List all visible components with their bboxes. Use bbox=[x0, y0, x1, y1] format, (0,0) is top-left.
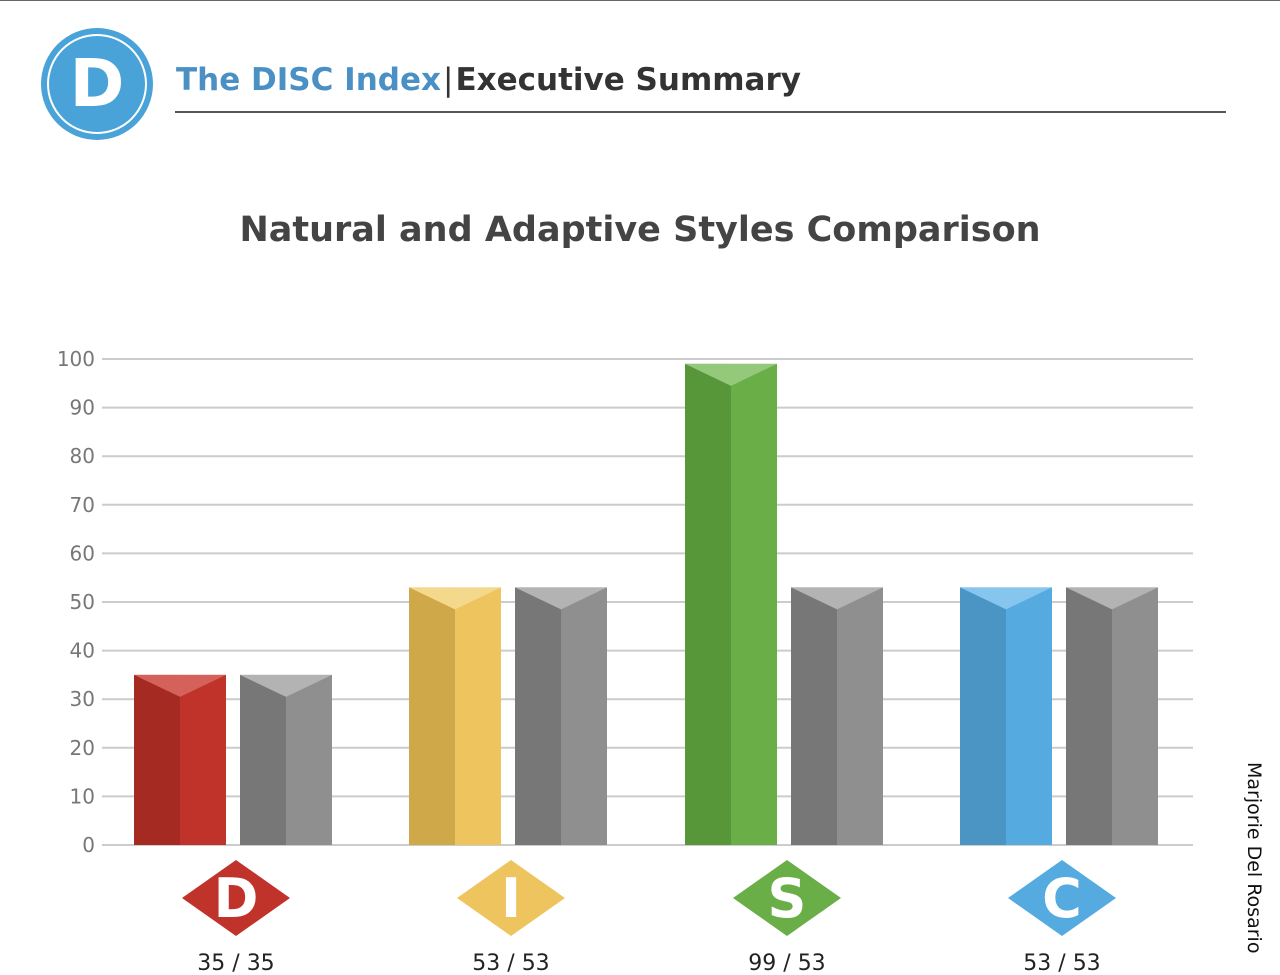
category-letter-S: S bbox=[768, 867, 807, 930]
value-label-S: 99 / 53 bbox=[748, 951, 825, 975]
natural-bar-C-top-face bbox=[960, 587, 1052, 610]
natural-bar-D-right-face bbox=[180, 674, 226, 845]
value-label-D: 35 / 35 bbox=[197, 951, 274, 975]
natural-bar-C-left-face bbox=[960, 587, 1006, 845]
adaptive-bar-S-left-face bbox=[791, 587, 837, 845]
adaptive-bar-I-top-face bbox=[515, 587, 607, 610]
adaptive-bar-S-right-face bbox=[837, 587, 883, 845]
adaptive-bar-I-left-face bbox=[515, 587, 561, 845]
section-title: Executive Summary bbox=[455, 62, 801, 98]
natural-bar-D-left-face bbox=[134, 674, 180, 845]
adaptive-bar-D-right-face bbox=[286, 674, 332, 845]
adaptive-bar-D-left-face bbox=[240, 674, 286, 845]
y-tick-label-50: 50 bbox=[70, 590, 95, 614]
category-letter-D: D bbox=[214, 867, 259, 930]
natural-bar-I-top-face bbox=[409, 587, 501, 610]
y-tick-label-70: 70 bbox=[70, 493, 95, 517]
y-tick-label-90: 90 bbox=[70, 396, 95, 420]
category-badge-C bbox=[1008, 860, 1116, 936]
category-letter-C: C bbox=[1042, 867, 1082, 930]
natural-bar-S-left-face bbox=[685, 363, 731, 845]
adaptive-bar-D-top-face bbox=[240, 674, 332, 697]
logo-ring bbox=[47, 34, 147, 134]
y-tick-label-30: 30 bbox=[70, 687, 95, 711]
value-label-I: 53 / 53 bbox=[472, 951, 549, 975]
natural-bar-S-top-face bbox=[685, 363, 777, 386]
header-title: The DISC Index|Executive Summary bbox=[176, 60, 801, 100]
adaptive-bar-C-top-face bbox=[1066, 587, 1158, 610]
adaptive-bar-C-right-face bbox=[1112, 587, 1158, 845]
natural-bar-D-top-face bbox=[134, 674, 226, 697]
logo-letter: D bbox=[69, 45, 125, 122]
adaptive-bar-S-top-face bbox=[791, 587, 883, 610]
category-badge-D bbox=[182, 860, 290, 936]
disc-logo: D bbox=[41, 28, 153, 140]
y-tick-label-20: 20 bbox=[70, 736, 95, 760]
y-tick-label-40: 40 bbox=[70, 639, 95, 663]
header-divider bbox=[175, 111, 1226, 113]
natural-bar-C-right-face bbox=[1006, 587, 1052, 845]
top-border bbox=[0, 0, 1280, 1]
natural-bar-S-right-face bbox=[731, 363, 777, 845]
y-tick-label-100: 100 bbox=[57, 347, 95, 371]
value-label-C: 53 / 53 bbox=[1023, 951, 1100, 975]
adaptive-bar-C-left-face bbox=[1066, 587, 1112, 845]
respondent-name: Marjorie Del Rosario bbox=[1243, 762, 1265, 954]
adaptive-bar-I-right-face bbox=[561, 587, 607, 845]
category-letter-I: I bbox=[501, 867, 521, 930]
category-badge-I bbox=[457, 860, 565, 936]
category-badge-S bbox=[733, 860, 841, 936]
y-tick-label-60: 60 bbox=[70, 541, 95, 565]
natural-bar-I-left-face bbox=[409, 587, 455, 845]
y-tick-label-10: 10 bbox=[70, 784, 95, 808]
chart-title: Natural and Adaptive Styles Comparison bbox=[239, 210, 1041, 250]
y-tick-label-0: 0 bbox=[82, 833, 95, 857]
natural-bar-I-right-face bbox=[455, 587, 501, 845]
title-separator: | bbox=[442, 62, 454, 98]
brand-name: The DISC Index bbox=[176, 62, 441, 98]
y-tick-label-80: 80 bbox=[70, 444, 95, 468]
